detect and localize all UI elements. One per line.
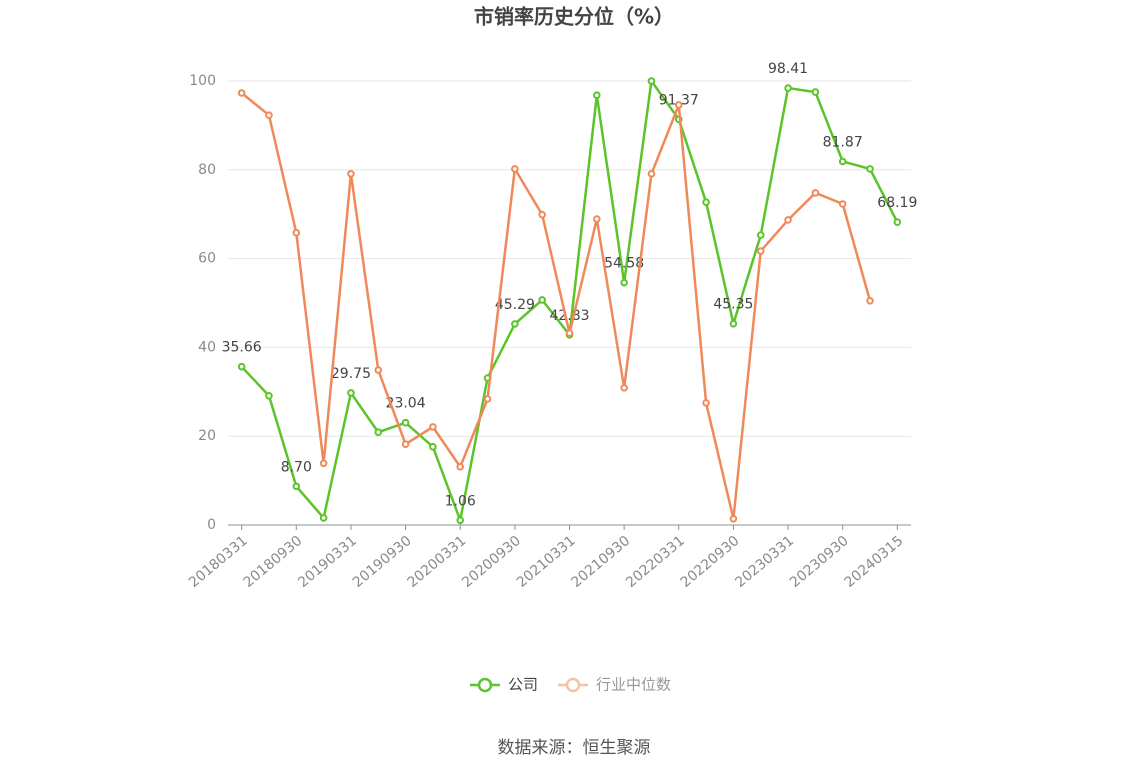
data-point	[456, 463, 465, 471]
data-label: 98.41	[768, 61, 808, 77]
x-tick-label: 20210331	[514, 533, 579, 591]
data-point	[374, 428, 383, 437]
data-point	[538, 210, 546, 219]
x-tick-label: 20180331	[186, 533, 251, 591]
x-tick-label: 20180930	[241, 533, 306, 591]
data-point	[593, 91, 601, 100]
data-point	[319, 514, 328, 522]
data-label: 68.19	[877, 195, 917, 211]
data-point	[674, 101, 683, 109]
data-point	[237, 362, 246, 371]
legend-item: 行业中位数	[558, 676, 671, 694]
data-point	[511, 165, 519, 173]
source: 数据来源：恒生聚源	[498, 738, 651, 758]
legend-label: 行业中位数	[596, 676, 671, 694]
data-point	[784, 84, 792, 92]
data-point	[292, 229, 301, 237]
data-point	[811, 88, 820, 96]
x-tick-label: 20230930	[787, 533, 852, 591]
data-point	[838, 157, 847, 166]
data-point	[702, 399, 710, 407]
y-tick-label: 40	[198, 339, 216, 355]
data-point	[483, 395, 492, 403]
y-tick-label: 60	[198, 251, 216, 267]
data-label: 23.04	[386, 396, 426, 412]
data-label: 42.83	[549, 308, 589, 324]
data-point	[756, 247, 765, 255]
x-tick-label: 20220331	[623, 533, 688, 591]
data-label: 45.29	[495, 297, 535, 313]
data-point	[838, 200, 847, 208]
data-point	[511, 320, 519, 328]
data-label: 91.37	[659, 92, 699, 108]
x-tick-label: 20200331	[404, 533, 469, 591]
data-label: 45.35	[713, 297, 753, 313]
data-point	[647, 169, 656, 178]
legend-label: 公司	[508, 676, 538, 694]
legend-marker	[565, 677, 581, 693]
data-label: 35.66	[222, 340, 262, 356]
data-point	[866, 165, 874, 173]
data-label: 81.87	[823, 134, 863, 150]
data-label: 1.06	[445, 493, 476, 509]
data-point	[265, 391, 273, 400]
data-point	[429, 423, 437, 431]
data-point	[347, 169, 355, 178]
legend-item: 公司	[470, 676, 538, 694]
y-tick-label: 0	[207, 517, 216, 533]
data-point	[538, 296, 546, 304]
data-point	[593, 215, 601, 223]
data-point	[265, 111, 273, 119]
y-tick-label: 80	[198, 162, 216, 178]
x-tick-label: 20210930	[568, 533, 633, 591]
data-label: 29.75	[331, 366, 371, 382]
data-point	[292, 482, 301, 491]
x-tick-label: 20190331	[295, 533, 360, 591]
data-point	[429, 443, 437, 451]
data-label: 54.58	[604, 256, 644, 272]
data-point	[401, 418, 410, 427]
data-point	[784, 216, 792, 224]
data-point	[374, 366, 383, 374]
legend-marker	[477, 677, 493, 693]
data-point	[401, 440, 410, 448]
y-tick-label: 100	[189, 73, 216, 89]
data-point	[319, 459, 328, 468]
data-point	[620, 278, 628, 287]
x-tick-label: 20240315	[842, 533, 907, 591]
x-tick-label: 20230331	[732, 533, 797, 591]
x-tick-label: 20220930	[678, 533, 743, 591]
data-point	[729, 514, 738, 523]
data-point	[702, 198, 710, 207]
data-point	[729, 319, 738, 328]
data-point	[811, 189, 820, 197]
x-tick-label: 20190930	[350, 533, 415, 591]
y-tick-label: 20	[198, 428, 216, 444]
x-tick-label: 20200930	[459, 533, 524, 591]
data-point	[347, 389, 355, 397]
series-line	[240, 92, 872, 520]
data-point	[620, 384, 628, 392]
data-point	[565, 329, 574, 337]
data-label: 8.70	[281, 459, 312, 475]
data-point	[756, 231, 765, 239]
data-point	[456, 516, 465, 525]
data-point	[237, 89, 246, 97]
data-point	[866, 296, 874, 305]
data-point	[893, 218, 902, 227]
data-point	[647, 77, 656, 85]
chart-title: 市销率历史分位（%）	[474, 5, 674, 29]
